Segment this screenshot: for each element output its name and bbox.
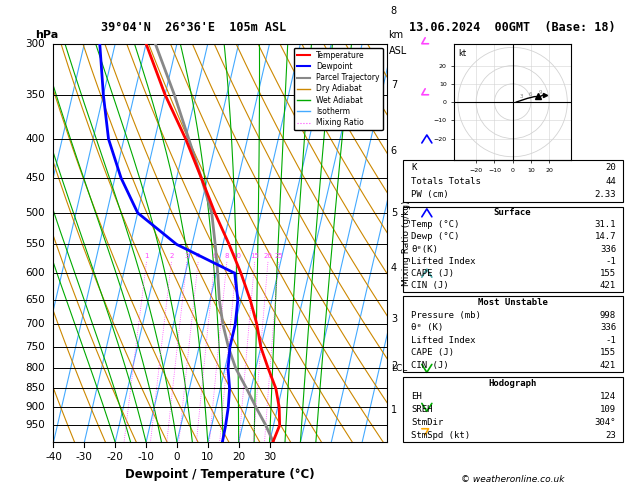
Text: 650: 650	[25, 295, 45, 305]
Text: 2: 2	[391, 361, 397, 371]
Text: 25: 25	[274, 253, 283, 259]
Text: 6: 6	[529, 92, 533, 97]
Text: Totals Totals: Totals Totals	[411, 176, 481, 186]
Text: Surface: Surface	[494, 208, 532, 217]
Text: 304°: 304°	[594, 418, 616, 427]
Text: 421: 421	[600, 361, 616, 370]
Text: 155: 155	[600, 269, 616, 278]
Text: 23: 23	[605, 431, 616, 440]
Text: 500: 500	[26, 208, 45, 218]
Text: 3: 3	[520, 94, 523, 100]
Text: -1: -1	[605, 257, 616, 266]
Text: km: km	[389, 30, 404, 40]
Text: CIN (J): CIN (J)	[411, 361, 449, 370]
Text: 550: 550	[25, 240, 45, 249]
Text: Temp (°C): Temp (°C)	[411, 220, 460, 229]
Text: 336: 336	[600, 323, 616, 332]
Text: 39°04'N  26°36'E  105m ASL: 39°04'N 26°36'E 105m ASL	[101, 21, 286, 34]
Text: Pressure (mb): Pressure (mb)	[411, 311, 481, 320]
Text: StmDir: StmDir	[411, 418, 443, 427]
Text: -20: -20	[107, 452, 124, 462]
Text: 124: 124	[600, 392, 616, 401]
Text: 20: 20	[605, 163, 616, 172]
Text: 30: 30	[263, 452, 276, 462]
Text: 336: 336	[600, 244, 616, 254]
Text: EH: EH	[411, 392, 422, 401]
Text: 10: 10	[232, 253, 241, 259]
Text: © weatheronline.co.uk: © weatheronline.co.uk	[461, 474, 564, 484]
Text: 2.33: 2.33	[594, 191, 616, 199]
Text: CAPE (J): CAPE (J)	[411, 269, 454, 278]
Text: Dewpoint / Temperature (°C): Dewpoint / Temperature (°C)	[125, 468, 315, 481]
Text: -40: -40	[45, 452, 62, 462]
Text: Dewp (°C): Dewp (°C)	[411, 232, 460, 242]
Text: -1: -1	[605, 336, 616, 345]
Text: 109: 109	[600, 405, 616, 414]
Text: 900: 900	[26, 402, 45, 413]
Text: Lifted Index: Lifted Index	[411, 257, 476, 266]
Text: 15: 15	[250, 253, 259, 259]
Text: 9: 9	[538, 90, 542, 95]
Text: 4: 4	[196, 253, 200, 259]
Text: 3: 3	[184, 253, 189, 259]
Text: CIN (J): CIN (J)	[411, 281, 449, 290]
Text: Mixing Ratio (g/kg): Mixing Ratio (g/kg)	[403, 200, 411, 286]
Text: hPa: hPa	[35, 30, 58, 40]
Text: 8: 8	[391, 6, 397, 17]
Text: K: K	[411, 163, 417, 172]
Text: θᵉ(K): θᵉ(K)	[411, 244, 438, 254]
Text: Lifted Index: Lifted Index	[411, 336, 476, 345]
Text: 3: 3	[391, 314, 397, 325]
Text: 998: 998	[600, 311, 616, 320]
Text: 950: 950	[25, 420, 45, 430]
Text: -10: -10	[138, 452, 155, 462]
Text: Most Unstable: Most Unstable	[477, 298, 548, 307]
Text: 8: 8	[225, 253, 229, 259]
Text: 700: 700	[26, 319, 45, 329]
Text: 31.1: 31.1	[594, 220, 616, 229]
Text: 44: 44	[605, 176, 616, 186]
Text: 155: 155	[600, 348, 616, 358]
Text: 600: 600	[26, 268, 45, 278]
Text: Hodograph: Hodograph	[489, 379, 537, 388]
Text: 750: 750	[25, 342, 45, 352]
Text: StmSpd (kt): StmSpd (kt)	[411, 431, 470, 440]
Text: CAPE (J): CAPE (J)	[411, 348, 454, 358]
Text: θᵉ (K): θᵉ (K)	[411, 323, 443, 332]
Text: SREH: SREH	[411, 405, 433, 414]
Text: 400: 400	[26, 134, 45, 144]
Text: -30: -30	[76, 452, 92, 462]
Text: 5: 5	[391, 208, 397, 218]
Text: 0: 0	[174, 452, 180, 462]
Text: LCL: LCL	[391, 364, 407, 373]
Text: 800: 800	[26, 364, 45, 373]
Text: 4: 4	[391, 262, 397, 273]
Text: PW (cm): PW (cm)	[411, 191, 449, 199]
Text: ASL: ASL	[389, 46, 407, 56]
Text: 2: 2	[169, 253, 174, 259]
Text: 450: 450	[25, 173, 45, 183]
Text: 850: 850	[25, 383, 45, 394]
Text: 7: 7	[391, 80, 397, 90]
Legend: Temperature, Dewpoint, Parcel Trajectory, Dry Adiabat, Wet Adiabat, Isotherm, Mi: Temperature, Dewpoint, Parcel Trajectory…	[294, 48, 383, 130]
Text: 1: 1	[144, 253, 148, 259]
Text: 350: 350	[25, 90, 45, 100]
Text: 6: 6	[391, 146, 397, 156]
Text: kt: kt	[458, 49, 466, 58]
Text: 20: 20	[264, 253, 272, 259]
Text: 1: 1	[391, 405, 397, 416]
Text: 300: 300	[26, 39, 45, 49]
Text: 20: 20	[232, 452, 245, 462]
Text: 14.7: 14.7	[594, 232, 616, 242]
Text: 6: 6	[213, 253, 217, 259]
Text: 421: 421	[600, 281, 616, 290]
Text: 13.06.2024  00GMT  (Base: 18): 13.06.2024 00GMT (Base: 18)	[409, 21, 616, 34]
Text: 10: 10	[201, 452, 214, 462]
